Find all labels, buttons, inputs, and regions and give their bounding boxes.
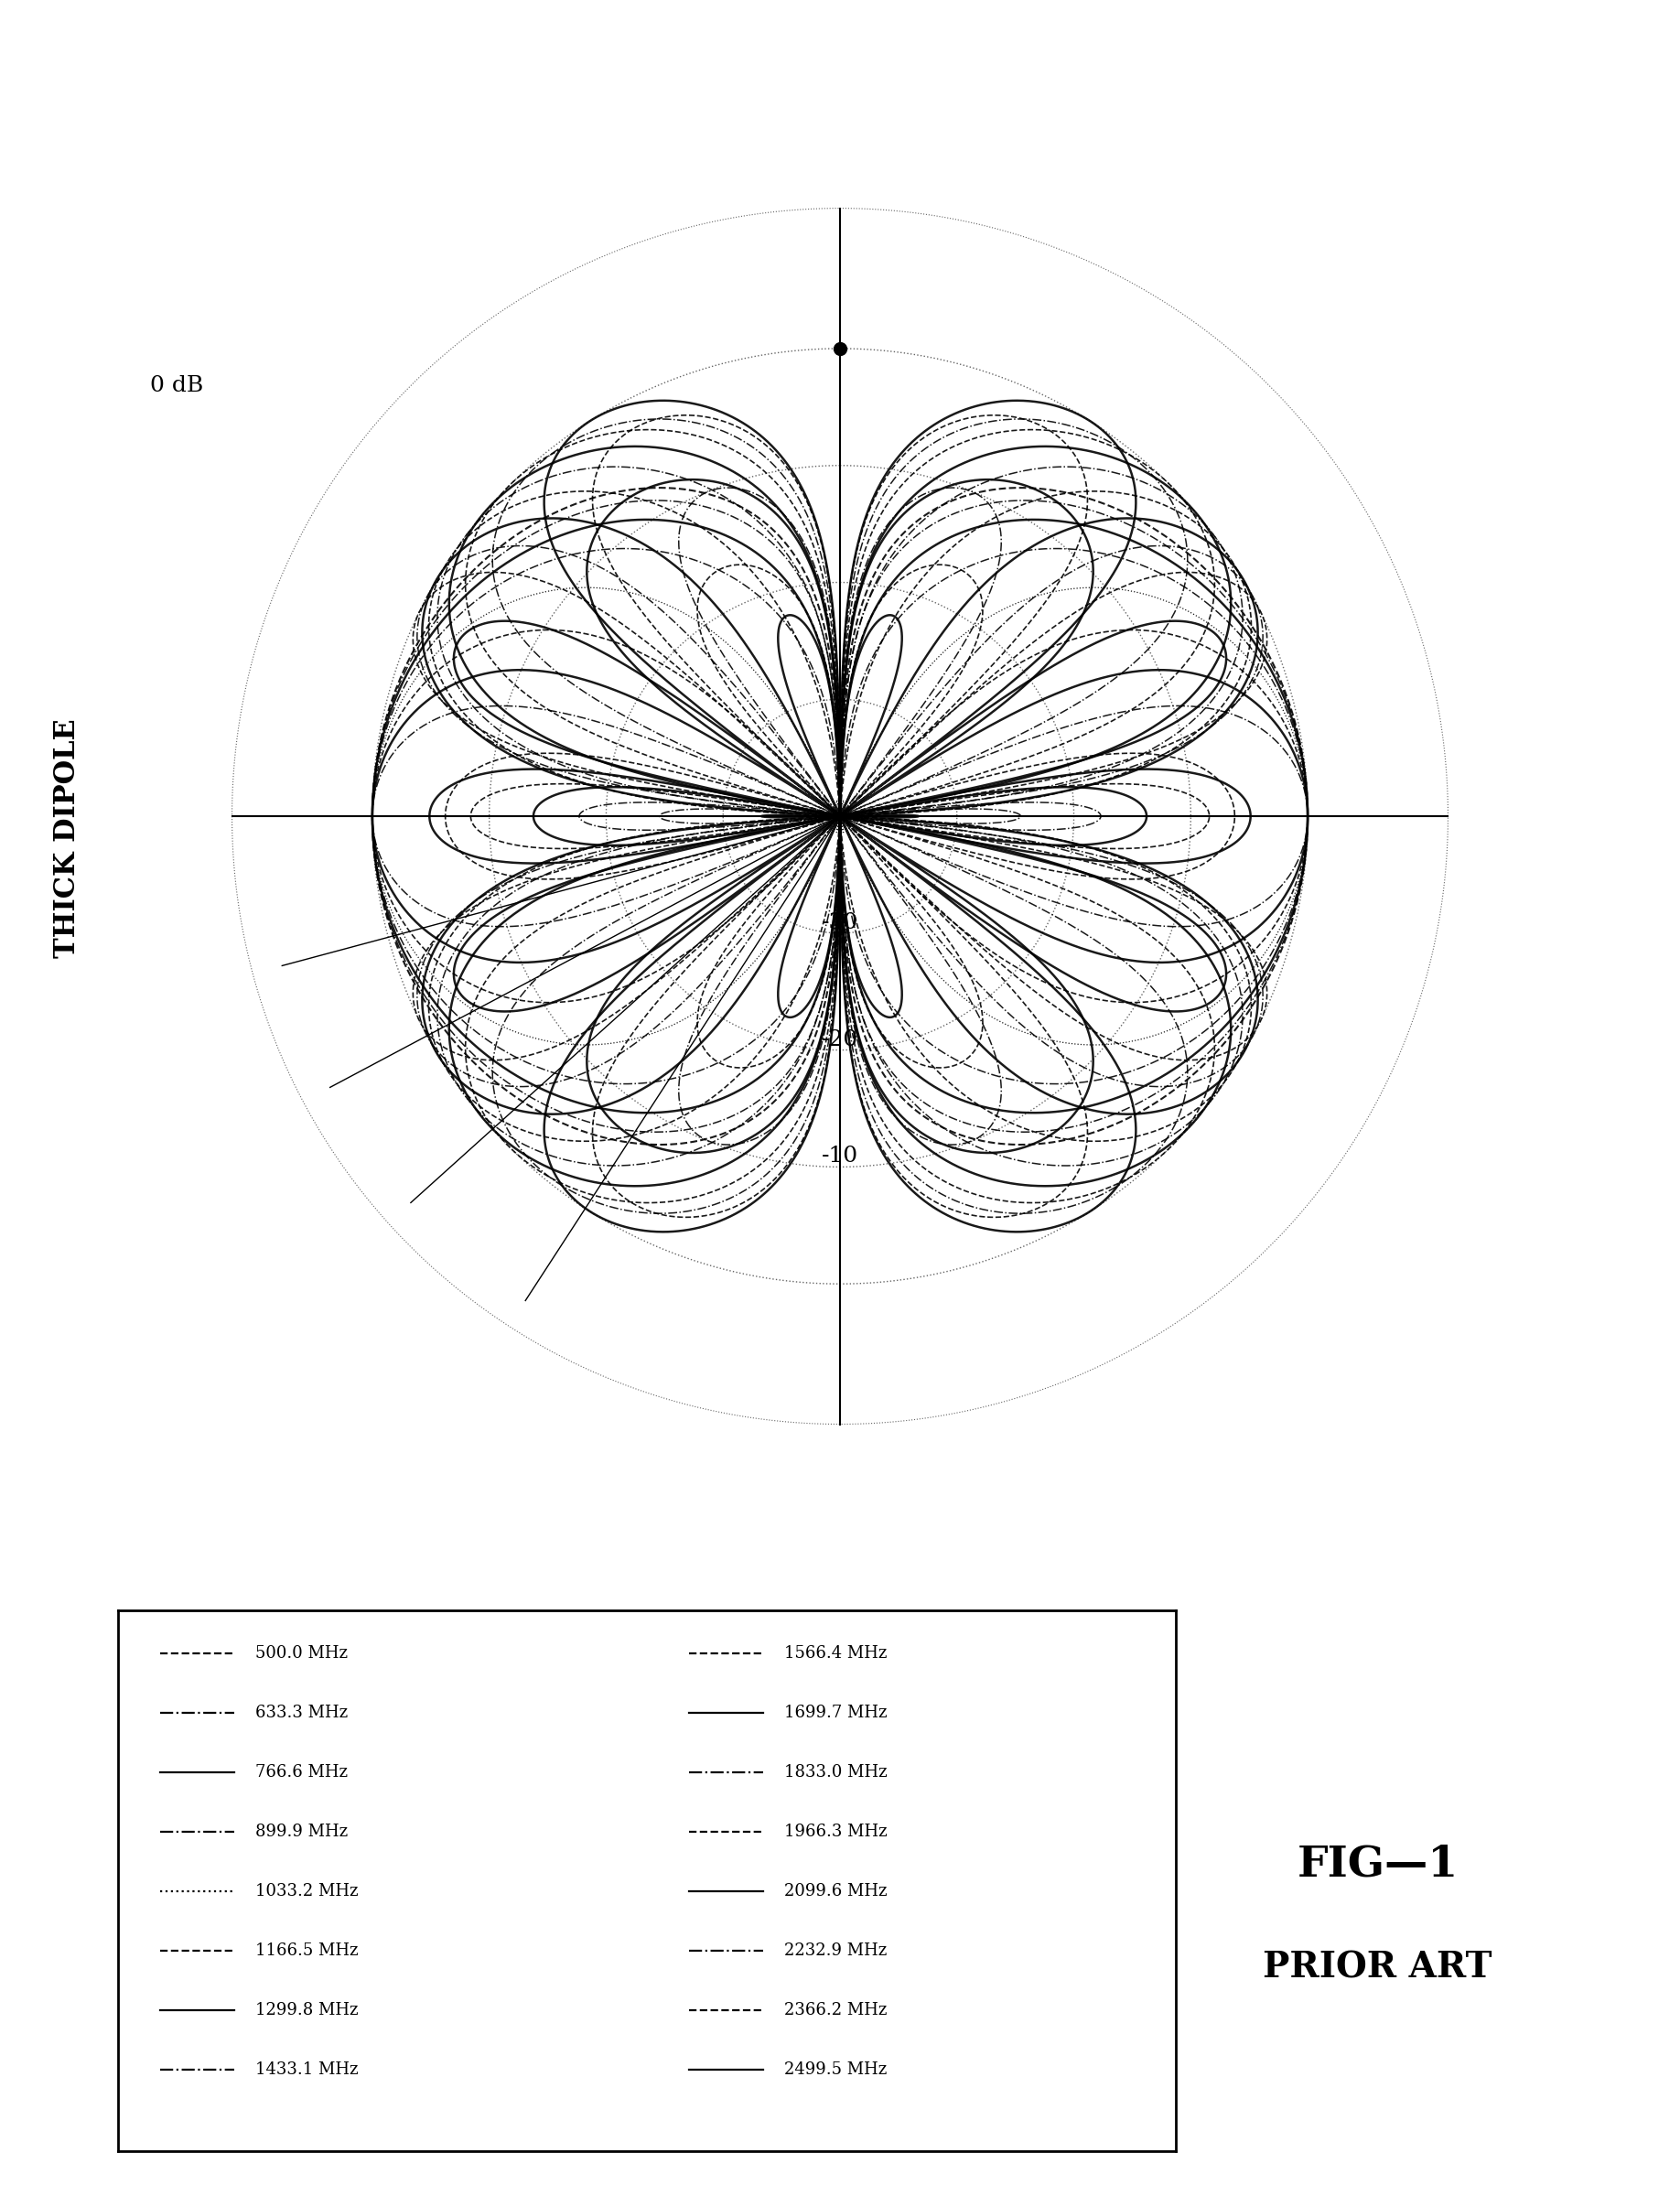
Text: 1966.3 MHz: 1966.3 MHz bbox=[785, 1824, 887, 1840]
Text: -10: -10 bbox=[822, 1145, 858, 1167]
Text: 2232.9 MHz: 2232.9 MHz bbox=[785, 1943, 887, 1959]
Text: 899.9 MHz: 899.9 MHz bbox=[255, 1824, 348, 1840]
Text: 2366.2 MHz: 2366.2 MHz bbox=[785, 2003, 887, 2018]
Text: 1166.5 MHz: 1166.5 MHz bbox=[255, 1943, 358, 1959]
Text: 633.3 MHz: 633.3 MHz bbox=[255, 1705, 348, 1721]
Text: -20: -20 bbox=[822, 1028, 858, 1050]
Text: 766.6 MHz: 766.6 MHz bbox=[255, 1765, 348, 1780]
Text: 1033.2 MHz: 1033.2 MHz bbox=[255, 1884, 358, 1899]
Text: 2099.6 MHz: 2099.6 MHz bbox=[785, 1884, 887, 1899]
Text: THICK DIPOLE: THICK DIPOLE bbox=[54, 719, 81, 957]
Text: 1433.1 MHz: 1433.1 MHz bbox=[255, 2063, 358, 2078]
Text: FIG—1: FIG—1 bbox=[1297, 1842, 1458, 1886]
Text: 1833.0 MHz: 1833.0 MHz bbox=[785, 1765, 887, 1780]
Text: -30: -30 bbox=[822, 911, 858, 933]
Text: 1566.4 MHz: 1566.4 MHz bbox=[785, 1646, 887, 1661]
Text: 1699.7 MHz: 1699.7 MHz bbox=[785, 1705, 887, 1721]
Text: 1299.8 MHz: 1299.8 MHz bbox=[255, 2003, 358, 2018]
Text: 0 dB: 0 dB bbox=[150, 375, 203, 397]
Text: PRIOR ART: PRIOR ART bbox=[1263, 1950, 1492, 1985]
Text: 500.0 MHz: 500.0 MHz bbox=[255, 1646, 348, 1661]
Text: 2499.5 MHz: 2499.5 MHz bbox=[785, 2063, 887, 2078]
